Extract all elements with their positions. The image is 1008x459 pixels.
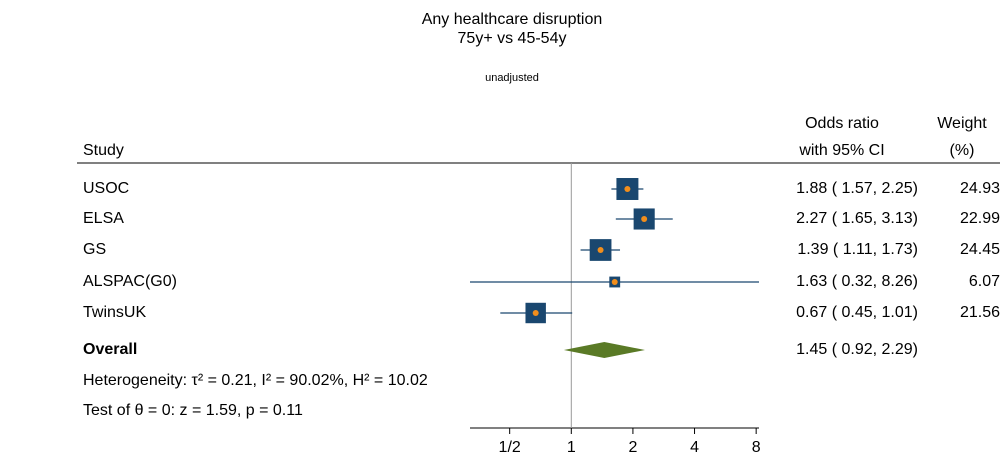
- ci-label: 1.88 ( 1.57, 2.25): [796, 180, 918, 197]
- study-label: TwinsUK: [83, 304, 146, 321]
- point-estimate: [641, 216, 648, 222]
- ci-label: 1.63 ( 0.32, 8.26): [796, 273, 918, 290]
- weight-label: 24.93: [960, 180, 1000, 197]
- study-label: USOC: [83, 180, 129, 197]
- ci-label: 0.67 ( 0.45, 1.01): [796, 304, 918, 321]
- chart-title: Any healthcare disruption: [422, 11, 603, 28]
- overall-ci-label: 1.45 ( 0.92, 2.29): [796, 341, 918, 358]
- point-estimate: [597, 247, 604, 253]
- overall-label: Overall: [83, 341, 137, 358]
- chart-note: unadjusted: [485, 72, 539, 84]
- x-tick-label: 4: [690, 439, 699, 456]
- study-label: ALSPAC(G0): [83, 273, 177, 290]
- point-estimate: [611, 279, 618, 285]
- x-tick-label: 1/2: [499, 439, 521, 456]
- point-estimate: [624, 186, 631, 192]
- study-label: GS: [83, 241, 106, 258]
- test-statistic: Test of θ = 0: z = 1.59, p = 0.11: [83, 402, 303, 419]
- point-estimate: [532, 310, 539, 316]
- study-label: ELSA: [83, 210, 124, 227]
- ci-label: 2.27 ( 1.65, 3.13): [796, 210, 918, 227]
- x-tick-label: 1: [567, 439, 576, 456]
- overall-diamond: [563, 342, 645, 358]
- ci-label: 1.39 ( 1.11, 1.73): [797, 241, 918, 258]
- column-header: Study: [83, 142, 124, 159]
- heterogeneity: Heterogeneity: τ² = 0.21, I² = 90.02%, H…: [83, 372, 428, 389]
- weight-label: 22.99: [960, 210, 1000, 227]
- weight-label: 21.56: [960, 304, 1000, 321]
- weight-label: 6.07: [969, 273, 1000, 290]
- x-tick-label: 8: [752, 439, 761, 456]
- weight-label: 24.45: [960, 241, 1000, 258]
- column-header: Weight: [937, 115, 987, 132]
- x-tick-label: 2: [628, 439, 637, 456]
- chart-subtitle: 75y+ vs 45-54y: [458, 30, 567, 47]
- column-header: Odds ratio: [805, 115, 879, 132]
- column-header: with 95% CI: [798, 142, 884, 159]
- column-header: (%): [950, 142, 975, 159]
